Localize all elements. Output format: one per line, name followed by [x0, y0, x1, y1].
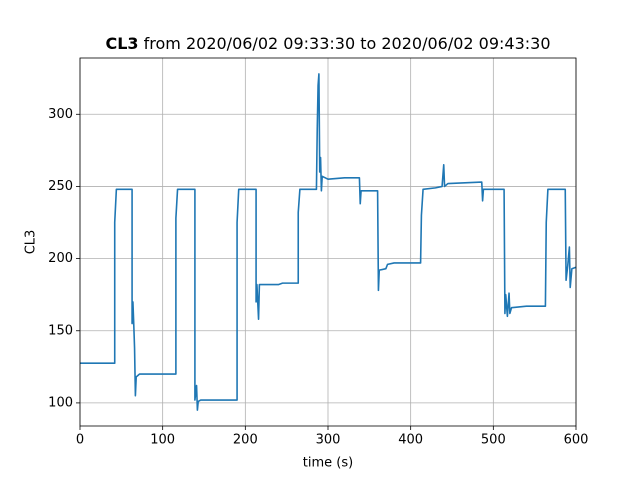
x-axis-label: time (s) [303, 456, 353, 471]
y-axis-label: CL3 [24, 230, 39, 255]
x-tick-label: 200 [233, 433, 258, 448]
data-line [80, 73, 577, 411]
y-tick-label: 200 [48, 251, 73, 266]
y-tick-label: 300 [48, 107, 73, 122]
x-tick-label: 600 [564, 433, 589, 448]
x-tick-label: 300 [316, 433, 341, 448]
title-bold: CL3 [105, 34, 138, 53]
x-tick-label: 100 [150, 433, 175, 448]
y-tick-label: 250 [48, 179, 73, 194]
y-tick-label: 100 [48, 395, 73, 410]
plot-frame [79, 57, 577, 427]
chart-title: CL3 from 2020/06/02 09:33:30 to 2020/06/… [105, 34, 550, 53]
x-tick-label: 400 [398, 433, 423, 448]
y-tick-label: 150 [48, 323, 73, 338]
x-tick-label: 500 [481, 433, 506, 448]
x-tick-label: 0 [76, 433, 84, 448]
title-rest: from 2020/06/02 09:33:30 to 2020/06/02 0… [144, 34, 551, 53]
